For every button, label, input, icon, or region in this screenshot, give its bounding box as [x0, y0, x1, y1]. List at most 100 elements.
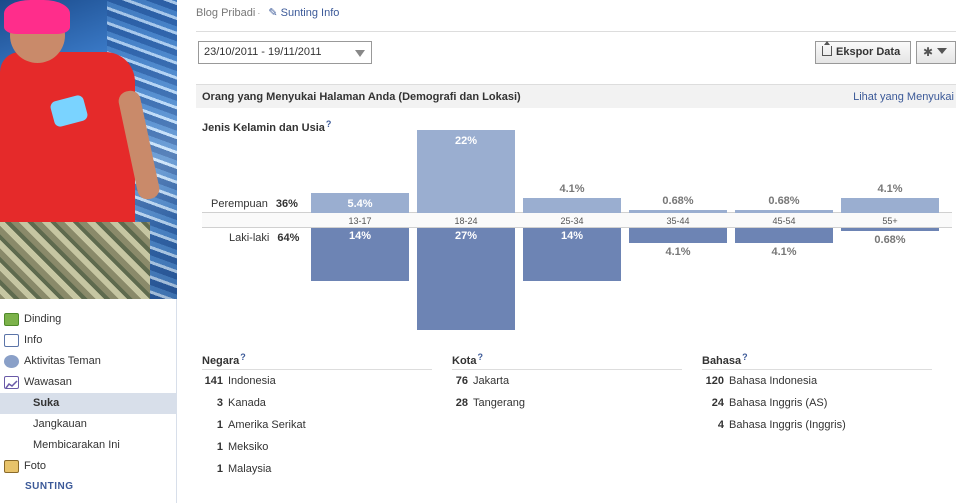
- male-bar-2[interactable]: [523, 228, 621, 281]
- see-likers-link[interactable]: Lihat yang Menyukai: [853, 91, 954, 103]
- gender-age-title-text: Jenis Kelamin dan Usia: [202, 122, 325, 134]
- list-item-count: 1: [216, 419, 223, 431]
- cities-header: Kota?: [452, 352, 682, 370]
- sidebar-item-membicarakan-ini[interactable]: Membicarakan Ini: [0, 435, 177, 456]
- list-item-name: Meksiko: [228, 441, 269, 453]
- list-item: 1 Malaysia: [202, 458, 432, 480]
- help-icon[interactable]: ?: [325, 119, 332, 129]
- countries-panel: Negara? 141 Indonesia 3 Kanada 1 Amerika Seri…: [202, 352, 432, 480]
- age-tick-label: 35-44: [666, 216, 690, 226]
- list-item: 120 Bahasa Indonesia: [702, 370, 932, 392]
- list-item-name: Tangerang: [473, 397, 525, 409]
- male-bar-label: 4.1%: [771, 246, 797, 259]
- list-item-count: 76: [455, 375, 468, 387]
- male-bar-label: 14%: [348, 230, 372, 242]
- sidebar-item-label: Info: [24, 334, 43, 346]
- list-item-count: 28: [455, 397, 468, 409]
- female-bar-label: 22%: [454, 134, 478, 147]
- profile-photo[interactable]: [0, 0, 177, 299]
- list-item: 1 Amerika Serikat: [202, 414, 432, 436]
- female-bar-2[interactable]: [523, 197, 621, 213]
- sidebar-item-suka[interactable]: Suka: [0, 393, 177, 414]
- sidebar-item-label: Foto: [24, 460, 47, 472]
- breadcrumb-separator: ·: [257, 8, 261, 18]
- female-bar-5[interactable]: [841, 197, 939, 213]
- cities-panel: Kota? 76 Jakarta 28 Tangerang: [452, 352, 682, 414]
- gender-age-title: Jenis Kelamin dan Usia?: [202, 119, 331, 134]
- insights-icon: [4, 376, 19, 389]
- female-bar-label: 0.68%: [662, 195, 694, 208]
- sidebar-edit-link[interactable]: SUNTING: [25, 481, 74, 492]
- help-icon[interactable]: ?: [742, 352, 748, 362]
- sidebar-item-label: Dinding: [24, 313, 62, 325]
- list-item-name: Kanada: [228, 397, 266, 409]
- female-bar-label: 4.1%: [559, 182, 585, 195]
- list-item-count: 4: [717, 419, 724, 431]
- edit-info-link[interactable]: ✎ Sunting Info: [268, 7, 339, 19]
- friends-icon: [4, 355, 19, 368]
- list-item-name: Malaysia: [228, 463, 272, 475]
- list-item-count: 24: [711, 397, 724, 409]
- female-label: Perempuan: [211, 198, 268, 210]
- male-bar-5[interactable]: [841, 228, 939, 231]
- male-bar-1[interactable]: [417, 228, 515, 330]
- sidebar-nav: Dinding Info Aktivitas Teman Wawasan Suk…: [0, 309, 177, 497]
- female-bar-3[interactable]: [629, 210, 727, 213]
- countries-list: 141 Indonesia 3 Kanada 1 Amerika Serikat 1 Meks…: [202, 370, 432, 480]
- section-header: Orang yang Menyukai Halaman Anda (Demogr…: [196, 84, 956, 108]
- gender-age-chart: Perempuan 36% Laki-laki 64% 5.4% 14% 13-17 22…: [196, 120, 956, 340]
- list-item: 24 Bahasa Inggris (AS): [702, 392, 932, 414]
- languages-title: Bahasa: [702, 355, 742, 367]
- female-bar-4[interactable]: [735, 210, 833, 213]
- sidebar-item-label: Membicarakan Ini: [33, 439, 120, 451]
- female-bar-1[interactable]: [417, 129, 515, 213]
- section-title: Orang yang Menyukai Halaman Anda (Demogr…: [202, 91, 521, 103]
- female-bar-label: 5.4%: [347, 197, 373, 210]
- list-item: 1 Meksiko: [202, 436, 432, 458]
- sidebar-item-aktivitas-teman[interactable]: Aktivitas Teman: [0, 351, 177, 372]
- help-icon[interactable]: ?: [240, 352, 246, 362]
- photo-pants: [0, 222, 150, 299]
- sidebar-item-jangkauan[interactable]: Jangkauan: [0, 414, 177, 435]
- list-item-name: Indonesia: [228, 375, 276, 387]
- languages-panel: Bahasa? 120 Bahasa Indonesia 24 Bahasa Ingg…: [702, 352, 932, 436]
- female-bar-0[interactable]: [311, 192, 409, 213]
- list-item: 3 Kanada: [202, 392, 432, 414]
- photo-icon: [4, 460, 19, 473]
- age-tick-label: 45-54: [772, 216, 796, 226]
- breadcrumb-page[interactable]: Blog Pribadi: [196, 7, 256, 19]
- languages-header: Bahasa?: [702, 352, 932, 370]
- sidebar-item-foto[interactable]: Foto: [0, 456, 177, 477]
- export-data-button[interactable]: Ekspor Data: [815, 41, 911, 64]
- male-bar-4[interactable]: [735, 228, 833, 244]
- list-item-name: Bahasa Inggris (Inggris): [729, 419, 846, 431]
- languages-list: 120 Bahasa Indonesia 24 Bahasa Inggris (AS)…: [702, 370, 932, 436]
- list-item-name: Bahasa Inggris (AS): [729, 397, 828, 409]
- female-percent: 36%: [275, 198, 298, 210]
- header-divider: [196, 31, 956, 32]
- date-range-select[interactable]: 23/10/2011 - 19/11/2011: [198, 41, 372, 64]
- male-bar-0[interactable]: [311, 228, 409, 281]
- cities-list: 76 Jakarta 28 Tangerang: [452, 370, 682, 414]
- breadcrumb: Blog Pribadi · ✎ Sunting Info: [196, 6, 339, 19]
- sidebar-item-dinding[interactable]: Dinding: [0, 309, 177, 330]
- settings-menu-button[interactable]: ✱: [916, 41, 956, 64]
- sidebar-item-info[interactable]: Info: [0, 330, 177, 351]
- male-bar-3[interactable]: [629, 228, 727, 244]
- sidebar-item-wawasan[interactable]: Wawasan: [0, 372, 177, 393]
- age-tick-label: 55+: [882, 216, 898, 226]
- sidebar-item-label: Aktivitas Teman: [24, 355, 101, 367]
- list-item-count: 120: [705, 375, 724, 387]
- list-item: 4 Bahasa Inggris (Inggris): [702, 414, 932, 436]
- countries-title: Negara: [202, 355, 240, 367]
- list-item: 28 Tangerang: [452, 392, 682, 414]
- list-item-name: Amerika Serikat: [228, 419, 306, 431]
- chevron-down-icon: [937, 48, 948, 54]
- cities-title: Kota: [452, 355, 477, 367]
- chevron-down-icon: [355, 50, 365, 57]
- list-item-name: Jakarta: [473, 375, 510, 387]
- male-percent: 64%: [277, 232, 300, 244]
- pencil-icon: ✎: [268, 7, 278, 19]
- photo-hair: [4, 0, 70, 34]
- help-icon[interactable]: ?: [477, 352, 483, 362]
